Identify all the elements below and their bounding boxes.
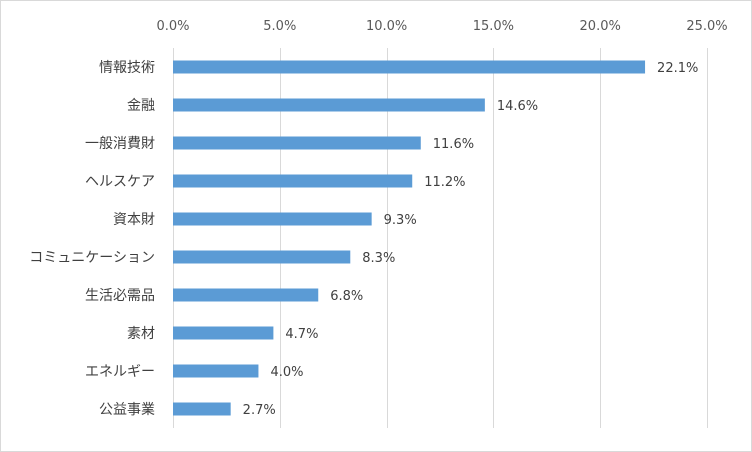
bar	[173, 136, 421, 150]
category-label: 情報技術	[99, 60, 155, 76]
data-label: 2.7%	[243, 403, 276, 418]
data-label: 11.6%	[433, 137, 474, 152]
data-label: 14.6%	[497, 99, 538, 114]
x-axis-ticks: 0.0% 5.0% 10.0% 15.0% 20.0% 25.0%	[156, 19, 727, 34]
data-labels: 22.1% 14.6% 11.6% 11.2% 9.3% 8.3% 6.8% 4.7% 4.0%…	[243, 61, 699, 418]
category-label: 素材	[127, 326, 155, 342]
category-label: 一般消費財	[85, 136, 155, 152]
bar	[173, 288, 319, 302]
data-label: 4.7%	[285, 327, 318, 342]
bar	[173, 250, 351, 264]
category-label: 金融	[127, 98, 155, 114]
bar	[173, 402, 231, 416]
data-label: 22.1%	[657, 61, 698, 76]
bar	[173, 364, 259, 378]
bar	[173, 60, 646, 74]
bars	[173, 60, 646, 416]
category-label: 資本財	[113, 212, 155, 228]
category-label: 公益事業	[99, 402, 155, 418]
category-label: ヘルスケア	[85, 174, 155, 190]
data-label: 6.8%	[330, 289, 363, 304]
x-tick-label: 25.0%	[686, 19, 727, 34]
bar	[173, 212, 372, 226]
data-label: 4.0%	[270, 365, 303, 380]
bar	[173, 98, 485, 112]
x-tick-label: 15.0%	[473, 19, 514, 34]
bar	[173, 174, 413, 188]
data-label: 11.2%	[424, 175, 465, 190]
category-labels: 情報技術金融一般消費財ヘルスケア資本財コミュニケーション生活必需品素材エネルギー…	[29, 60, 155, 418]
data-label: 9.3%	[384, 213, 417, 228]
category-label: コミュニケーション	[29, 250, 155, 266]
x-tick-label: 5.0%	[263, 19, 296, 34]
category-label: エネルギー	[85, 364, 155, 380]
x-tick-label: 10.0%	[366, 19, 407, 34]
data-label: 8.3%	[362, 251, 395, 266]
bar	[173, 326, 274, 340]
x-tick-label: 0.0%	[156, 19, 189, 34]
category-label: 生活必需品	[85, 288, 155, 304]
x-tick-label: 20.0%	[580, 19, 621, 34]
